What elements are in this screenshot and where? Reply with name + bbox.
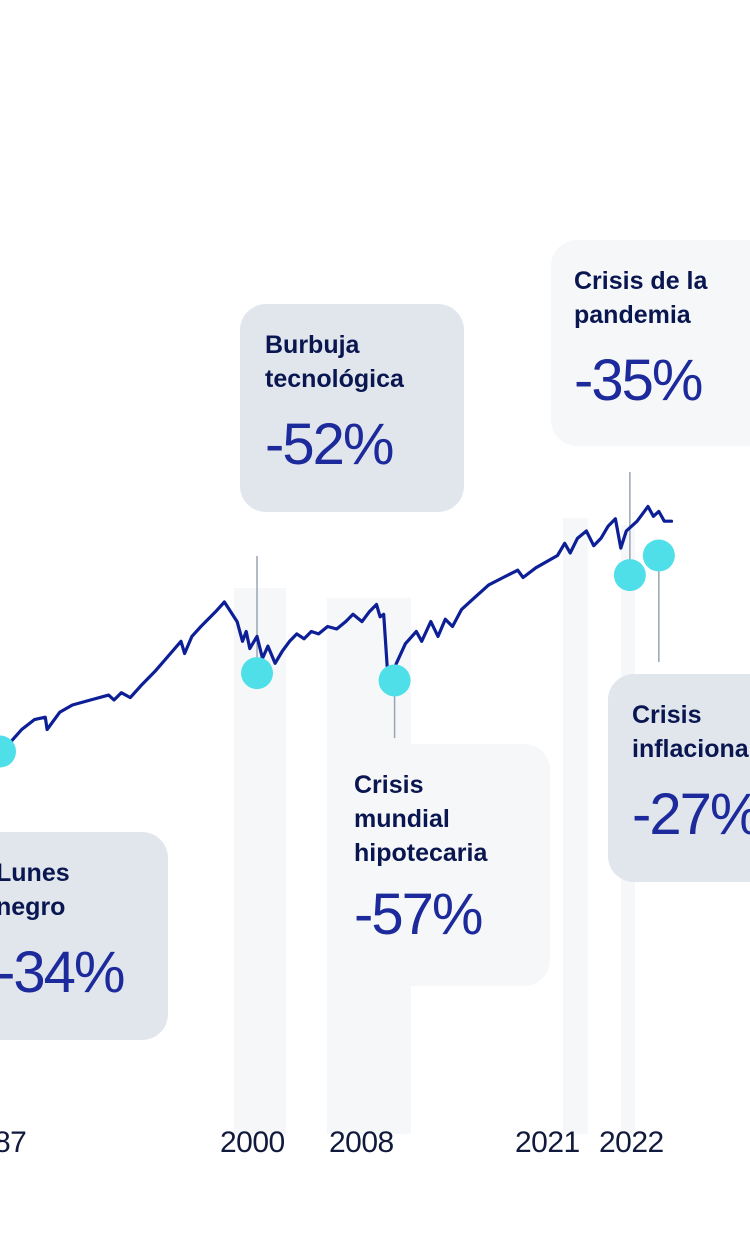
annotation-card-crisis-pandemia: Crisis de la pandemia -35% — [551, 240, 750, 446]
annotation-value-crisis-mundial-hipotecaria: -57% — [354, 882, 483, 947]
crisis-marker-3 — [613, 559, 646, 592]
annotation-label-crisis-inflacionaria: Crisis inflacionaria — [632, 701, 750, 763]
annotation-value-crisis-pandemia: -35% — [574, 348, 703, 413]
annotation-label-burbuja-tecnologica: Burbuja tecnológica — [265, 331, 404, 393]
annotation-card-crisis-mundial-hipotecaria: Crisis mundial hipotecaria -57% — [331, 744, 550, 986]
crisis-marker-2 — [378, 664, 411, 697]
crisis-marker-0 — [0, 735, 16, 768]
crisis-marker-4 — [642, 539, 675, 572]
x-tick-label-2021: 2021 — [515, 1126, 580, 1159]
x-tick-label-2022: 2022 — [599, 1126, 664, 1159]
annotation-label-crisis-pandemia: Crisis de la pandemia — [574, 267, 708, 329]
x-tick-label-87: 87 — [0, 1126, 27, 1159]
annotation-value-lunes-negro: -34% — [0, 940, 125, 1005]
series-line-0 — [0, 504, 674, 754]
crisis-marker-1 — [241, 657, 274, 690]
x-tick-label-2000: 2000 — [220, 1126, 285, 1159]
annotation-card-crisis-inflacionaria: Crisis inflacionaria -27% — [608, 674, 750, 882]
annotation-value-crisis-inflacionaria: -27% — [632, 782, 750, 847]
annotation-card-burbuja-tecnologica: Burbuja tecnológica -52% — [240, 304, 464, 512]
x-tick-label-2008: 2008 — [329, 1126, 394, 1159]
band-pandemic — [563, 518, 588, 1134]
annotation-label-crisis-mundial-hipotecaria: Crisis mundial hipotecaria — [354, 771, 488, 867]
annotation-label-lunes-negro: Lunes negro — [0, 859, 70, 921]
annotation-card-lunes-negro: Lunes negro -34% — [0, 832, 168, 1040]
annotation-value-burbuja-tecnologica: -52% — [265, 412, 394, 477]
